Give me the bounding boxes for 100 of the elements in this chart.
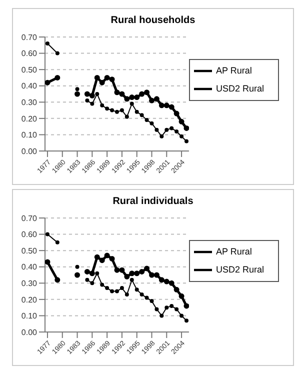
point — [139, 91, 145, 97]
y-tick-label: 0.30 — [21, 278, 38, 288]
point — [105, 286, 110, 290]
point — [184, 139, 188, 144]
point — [180, 314, 184, 318]
point — [114, 289, 119, 294]
point — [75, 87, 80, 92]
point — [160, 314, 164, 318]
point — [144, 296, 149, 300]
y-tick-label: 0.50 — [21, 65, 38, 74]
point — [129, 94, 135, 100]
point — [114, 110, 119, 114]
point — [164, 278, 170, 284]
point — [100, 103, 104, 108]
y-tick-label: 0.20 — [21, 114, 38, 124]
y-tick-label: 0.10 — [21, 312, 38, 321]
point — [154, 307, 159, 312]
point — [84, 268, 90, 274]
point — [140, 113, 144, 118]
point — [45, 42, 50, 46]
point — [174, 307, 179, 312]
point — [124, 96, 130, 102]
point — [178, 118, 184, 124]
chart-title: Rural individuals — [112, 195, 194, 209]
point — [100, 282, 104, 287]
point — [74, 272, 80, 278]
point — [120, 108, 124, 112]
point — [184, 125, 189, 131]
point — [110, 289, 114, 294]
point — [174, 286, 180, 292]
point — [154, 272, 160, 278]
point — [45, 80, 50, 86]
point — [84, 91, 90, 97]
point — [184, 318, 188, 323]
point — [119, 267, 125, 273]
point — [174, 129, 179, 134]
point — [74, 91, 80, 97]
point — [124, 274, 130, 280]
point — [85, 278, 90, 282]
y-tick-label: 0.30 — [21, 98, 38, 107]
point — [54, 74, 60, 80]
point — [94, 74, 100, 80]
point — [148, 272, 154, 278]
point — [158, 277, 164, 283]
point — [170, 126, 174, 130]
point — [54, 277, 60, 283]
point — [178, 293, 184, 299]
point — [129, 270, 135, 276]
point — [109, 76, 115, 82]
y-tick-label: 0.00 — [21, 328, 38, 337]
point — [94, 254, 100, 260]
point — [164, 306, 169, 310]
point — [95, 92, 100, 96]
point — [99, 80, 105, 86]
point — [170, 304, 174, 308]
legend-label: USD2 Rural — [216, 264, 264, 274]
point — [154, 128, 159, 132]
y-tick-label: 0.60 — [21, 230, 38, 240]
point — [99, 258, 105, 264]
point — [104, 74, 110, 80]
point — [158, 102, 164, 108]
y-tick-label: 0.00 — [21, 146, 38, 156]
point — [168, 104, 174, 110]
y-tick-label: 0.40 — [21, 262, 38, 272]
point — [114, 90, 120, 96]
point — [124, 114, 129, 119]
point — [85, 98, 90, 103]
point — [104, 252, 110, 258]
point — [89, 270, 95, 276]
point — [164, 102, 170, 108]
point — [184, 303, 189, 309]
point — [139, 268, 145, 274]
point — [148, 98, 154, 104]
y-tick-label: 0.40 — [21, 82, 38, 91]
point — [55, 51, 60, 56]
point — [90, 102, 94, 106]
point — [150, 121, 154, 126]
point — [124, 292, 129, 297]
point — [114, 267, 120, 273]
y-tick-label: 0.70 — [21, 214, 38, 223]
point — [89, 92, 95, 98]
point — [144, 90, 150, 96]
point — [55, 240, 60, 244]
point — [134, 270, 140, 276]
point — [134, 94, 140, 100]
point — [105, 106, 110, 111]
legend-label: AP Rural — [216, 65, 252, 76]
point — [160, 134, 164, 138]
legend-label: USD2 Rural — [216, 83, 264, 94]
point — [95, 271, 100, 276]
point — [150, 299, 154, 304]
point — [90, 281, 94, 286]
point — [154, 96, 160, 102]
point — [168, 280, 174, 286]
point — [130, 102, 134, 106]
point — [109, 256, 115, 262]
point — [120, 286, 124, 290]
point — [45, 232, 50, 236]
point — [144, 266, 150, 272]
point — [134, 110, 139, 114]
